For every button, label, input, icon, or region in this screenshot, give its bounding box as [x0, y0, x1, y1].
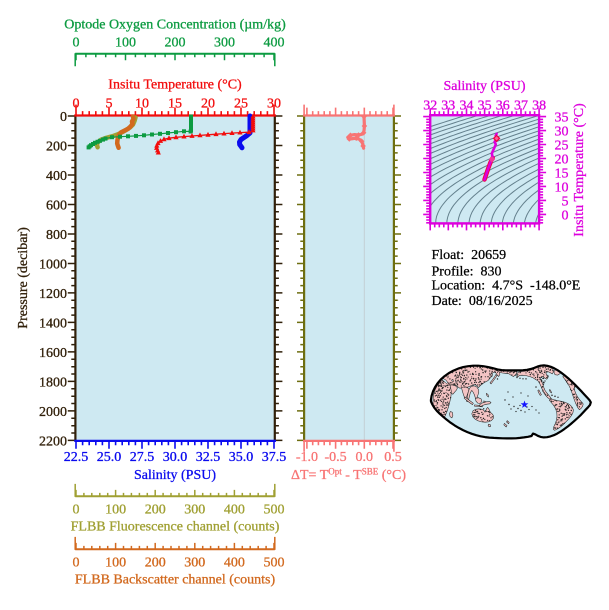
svg-text:200: 200: [145, 503, 166, 518]
svg-text:400: 400: [224, 503, 245, 518]
svg-text:20: 20: [201, 97, 215, 112]
svg-text:0: 0: [73, 36, 80, 51]
svg-text:1200: 1200: [39, 287, 67, 302]
svg-text:25.0: 25.0: [97, 450, 122, 465]
svg-text:37.5: 37.5: [262, 450, 287, 465]
svg-text:-0.5: -0.5: [325, 450, 347, 465]
svg-text:35: 35: [555, 111, 569, 126]
svg-text:1000: 1000: [39, 258, 67, 273]
svg-text:32.5: 32.5: [196, 450, 221, 465]
svg-text:400: 400: [264, 36, 285, 51]
svg-text:FLBB Fluorescence channel (cou: FLBB Fluorescence channel (counts): [71, 520, 280, 535]
svg-text:38: 38: [532, 99, 546, 114]
svg-text:37: 37: [514, 99, 528, 114]
svg-text:300: 300: [184, 503, 205, 518]
svg-text:100: 100: [105, 556, 126, 571]
svg-text:5: 5: [106, 97, 113, 112]
svg-text:Salinity (PSU): Salinity (PSU): [134, 468, 216, 483]
svg-text:400: 400: [46, 169, 67, 184]
svg-text:10: 10: [135, 97, 149, 112]
svg-text:36: 36: [496, 99, 510, 114]
svg-text:100: 100: [115, 36, 136, 51]
svg-text:200: 200: [46, 140, 67, 155]
svg-text:15: 15: [168, 97, 182, 112]
svg-text:35.0: 35.0: [229, 450, 254, 465]
svg-text:30: 30: [555, 125, 569, 140]
svg-text:30: 30: [267, 97, 281, 112]
svg-text:0: 0: [73, 97, 80, 112]
svg-text:Insitu Temperature (°C): Insitu Temperature (°C): [572, 103, 587, 237]
svg-text:800: 800: [46, 228, 67, 243]
svg-text:1400: 1400: [39, 316, 67, 331]
svg-text:200: 200: [145, 556, 166, 571]
svg-text:5: 5: [562, 194, 569, 209]
svg-text:22.5: 22.5: [64, 450, 89, 465]
svg-text:100: 100: [105, 503, 126, 518]
svg-text:1800: 1800: [39, 375, 67, 390]
svg-text:Date: 08/16/2025: Date: 08/16/2025: [432, 294, 533, 309]
svg-text:32: 32: [423, 99, 437, 114]
svg-text:FLBB Backscatter channel (coun: FLBB Backscatter channel (counts): [75, 573, 276, 588]
svg-text:0: 0: [562, 208, 569, 223]
svg-text:25: 25: [555, 139, 569, 154]
svg-text:2000: 2000: [39, 405, 67, 420]
svg-text:300: 300: [214, 36, 235, 51]
svg-text:-1.0: -1.0: [296, 450, 318, 465]
svg-text:400: 400: [224, 556, 245, 571]
svg-text:Pressure (decibar): Pressure (decibar): [16, 227, 31, 329]
svg-text:500: 500: [264, 503, 285, 518]
svg-text:Float: 20659: Float: 20659: [432, 248, 507, 263]
svg-text:Insitu Temperature (°C): Insitu Temperature (°C): [108, 78, 242, 93]
svg-text:10: 10: [555, 180, 569, 195]
svg-text:0: 0: [73, 503, 80, 518]
svg-text:200: 200: [165, 36, 186, 51]
svg-text:0: 0: [60, 110, 67, 125]
svg-text:500: 500: [264, 556, 285, 571]
svg-text:2200: 2200: [39, 434, 67, 449]
svg-text:Salinity (PSU): Salinity (PSU): [443, 79, 525, 94]
svg-text:0: 0: [73, 556, 80, 571]
svg-text:20: 20: [555, 153, 569, 168]
svg-text:15: 15: [555, 167, 569, 182]
svg-text:34: 34: [460, 99, 474, 114]
svg-text:33: 33: [441, 99, 455, 114]
svg-text:0.5: 0.5: [384, 450, 402, 465]
svg-text:1600: 1600: [39, 346, 67, 361]
svg-text:30.0: 30.0: [163, 450, 188, 465]
svg-text:Optode Oxygen Concentration (µ: Optode Oxygen Concentration (µm/kg): [64, 18, 286, 33]
svg-text:35: 35: [478, 99, 492, 114]
svg-text:600: 600: [46, 199, 67, 214]
svg-text:0.0: 0.0: [356, 450, 374, 465]
svg-text:300: 300: [184, 556, 205, 571]
svg-text:Profile: 830: Profile: 830: [432, 265, 502, 280]
svg-text:25: 25: [234, 97, 248, 112]
svg-text:ΔT= TOpt - TSBE (°C): ΔT= TOpt - TSBE (°C): [291, 467, 406, 484]
svg-text:Location: 4.7°S -148.0°E: Location: 4.7°S -148.0°E: [432, 279, 581, 294]
svg-text:27.5: 27.5: [130, 450, 155, 465]
